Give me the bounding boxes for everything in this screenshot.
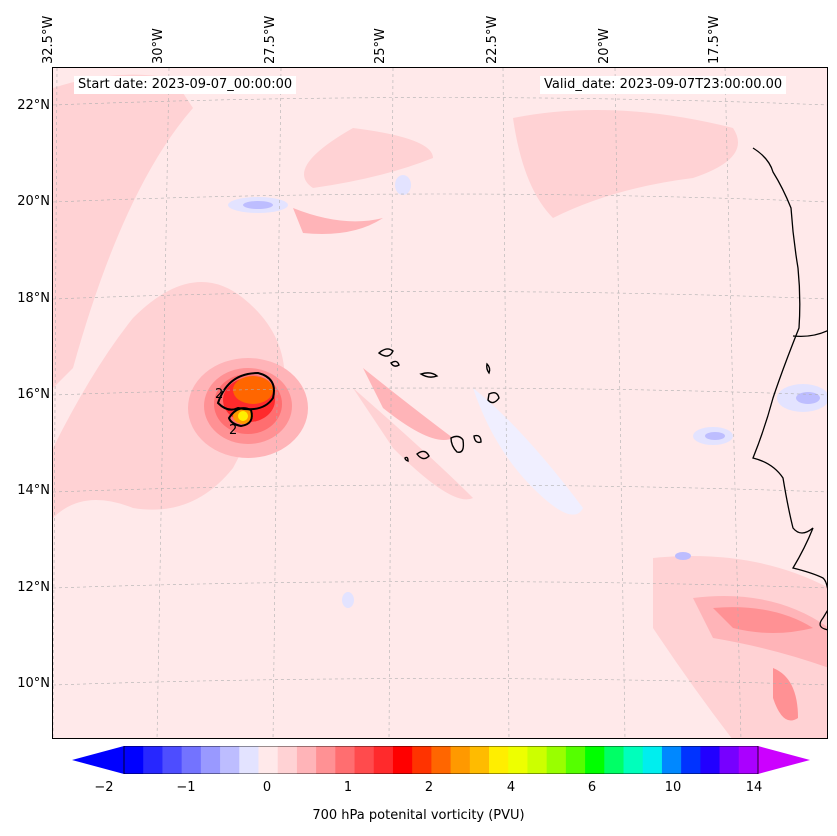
map-field: 2 2 xyxy=(53,68,827,738)
colorbar-swatch xyxy=(700,746,721,774)
colorbar-swatch xyxy=(489,746,509,774)
colorbar-swatch xyxy=(681,746,701,774)
pv-patch-north xyxy=(304,128,433,188)
lat-label-20n: 20°N xyxy=(17,194,50,209)
colorbar-swatches xyxy=(124,746,759,774)
colorbar-swatch xyxy=(181,746,202,774)
colorbar-swatch xyxy=(738,746,759,774)
colorbar-swatch xyxy=(527,746,548,774)
colorbar-swatch xyxy=(661,746,682,774)
pv-band-nw xyxy=(53,74,193,389)
colorbar-swatch xyxy=(392,746,413,774)
colorbar-title: 700 hPa potenital vorticity (PVU) xyxy=(312,808,525,823)
contour-label-1: 2 xyxy=(215,387,223,402)
lon-label-22-5w: 22.5°W xyxy=(485,15,500,64)
colorbar-swatch xyxy=(162,746,183,774)
pv-contour-2-b xyxy=(227,407,253,428)
pv-streak-1 xyxy=(363,368,453,440)
africa-coastline xyxy=(752,147,827,631)
colorbar-swatch xyxy=(220,746,240,774)
map-panel[interactable]: 2 2 xyxy=(52,67,828,739)
colorbar-swatch xyxy=(277,746,298,774)
lat-label-12n: 12°N xyxy=(17,580,50,595)
pv-neg-1b xyxy=(243,201,273,209)
lon-label-32-5w: 32.5°W xyxy=(41,15,56,64)
cbar-tick-6: 6 xyxy=(587,780,597,795)
lon-label-20w: 20°W xyxy=(597,28,612,64)
lon-label-25w: 25°W xyxy=(373,28,388,64)
colorbar-swatch xyxy=(719,746,740,774)
colorbar-swatch xyxy=(508,746,528,774)
colorbar-swatch xyxy=(642,746,663,774)
pv-storm-core-3 xyxy=(238,411,248,421)
lat-label-22n: 22°N xyxy=(17,98,50,113)
lat-label-10n: 10°N xyxy=(17,676,50,691)
colorbar-swatch xyxy=(124,746,144,774)
colorbar-swatch xyxy=(546,746,567,774)
coast-segment xyxy=(792,330,827,338)
start-date-label: Start date: 2023-09-07_00:00:00 xyxy=(74,76,297,94)
colorbar-swatch xyxy=(335,746,356,774)
pv-neg-6 xyxy=(675,552,691,560)
pv-patch-small-n xyxy=(293,208,383,234)
pv-neg-5 xyxy=(342,592,354,608)
colorbar-outline xyxy=(123,746,759,774)
cbar-tick-0: 0 xyxy=(262,780,272,795)
colorbar-swatch xyxy=(431,746,452,774)
cbar-tick-4: 4 xyxy=(506,780,516,795)
colorbar-max-arrow xyxy=(758,746,810,774)
lat-label-14n: 14°N xyxy=(17,483,50,498)
colorbar-swatch xyxy=(604,746,625,774)
cbar-tick-minus1: −1 xyxy=(176,780,196,795)
pv-neg-3b xyxy=(705,432,725,440)
colorbar-swatch xyxy=(412,746,432,774)
pv-streak-2 xyxy=(353,388,473,500)
pv-neg-streak xyxy=(473,388,583,515)
pv-contour-2-a xyxy=(216,371,275,411)
pv-neg-4b xyxy=(796,392,820,404)
colorbar-swatch xyxy=(143,746,163,774)
graticule xyxy=(53,68,827,738)
lat-label-16n: 16°N xyxy=(17,387,50,402)
valid-date-label: Valid_date: 2023-09-07T23:00:00.00 xyxy=(540,76,787,94)
cbar-tick-2: 2 xyxy=(424,780,434,795)
colorbar xyxy=(72,746,810,774)
pv-neg-2 xyxy=(395,175,411,195)
colorbar-swatch xyxy=(354,746,375,774)
lon-label-30w: 30°W xyxy=(151,28,166,64)
pv-patch-ne xyxy=(513,110,738,218)
colorbar-swatch xyxy=(373,746,394,774)
cbar-tick-minus2: −2 xyxy=(94,780,114,795)
pv-patch-se-4 xyxy=(773,668,798,721)
contour-label-2: 2 xyxy=(229,423,237,438)
colorbar-min-arrow xyxy=(72,746,124,774)
pv-swath-storm xyxy=(53,282,285,518)
lon-label-17-5w: 17.5°W xyxy=(707,15,722,64)
colorbar-swatch xyxy=(200,746,221,774)
colorbar-swatch xyxy=(623,746,644,774)
colorbar-swatch xyxy=(469,746,490,774)
colorbar-swatch xyxy=(450,746,471,774)
colorbar-swatch xyxy=(258,746,279,774)
lon-label-27-5w: 27.5°W xyxy=(263,15,278,64)
pv-storm-core-1 xyxy=(233,376,273,404)
cbar-tick-10: 10 xyxy=(664,780,682,795)
lat-label-18n: 18°N xyxy=(17,291,50,306)
colorbar-swatch xyxy=(316,746,336,774)
colorbar-swatch xyxy=(585,746,605,774)
cbar-tick-1: 1 xyxy=(343,780,353,795)
colorbar-swatch xyxy=(565,746,586,774)
colorbar-swatch xyxy=(239,746,259,774)
cbar-tick-14: 14 xyxy=(745,780,763,795)
islands xyxy=(377,348,500,462)
colorbar-swatch xyxy=(296,746,317,774)
